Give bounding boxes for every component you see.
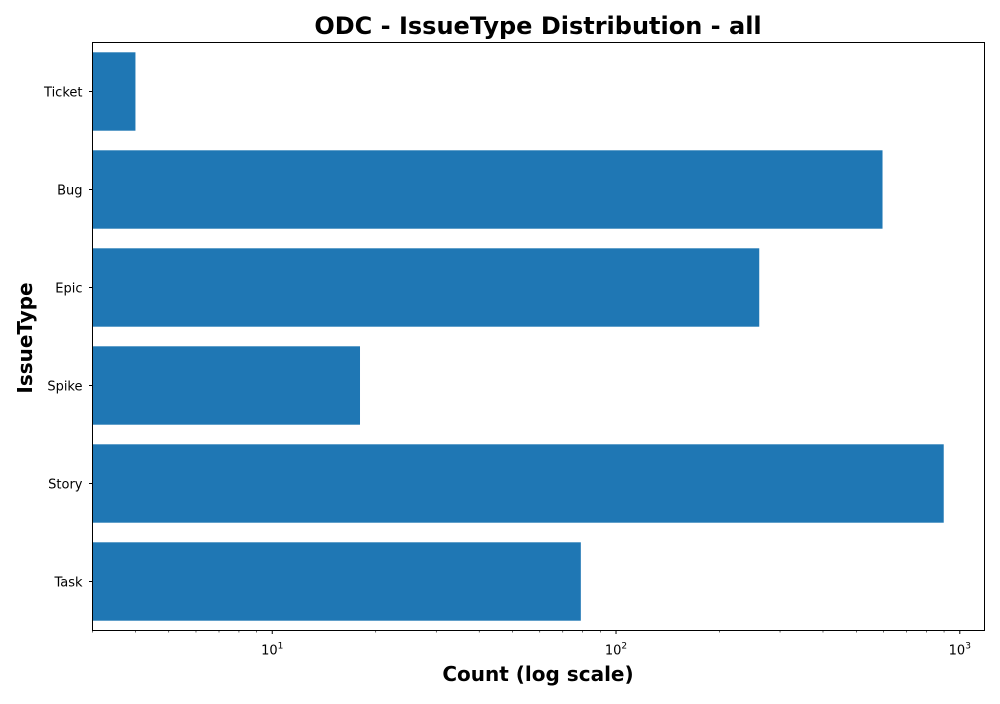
y-axis-label: IssueType	[13, 282, 37, 393]
bar-ticket	[92, 52, 136, 131]
y-axis-ticks: Task Story Spike Epic Bug Ticket	[43, 86, 93, 591]
bar-epic	[92, 248, 760, 327]
x-tick-label-100: 102	[605, 642, 627, 659]
x-axis-label: Count (log scale)	[442, 662, 633, 686]
y-tick-label-ticket: Ticket	[43, 86, 82, 101]
bar-bug	[92, 150, 883, 229]
y-tick-label-spike: Spike	[47, 380, 82, 395]
y-tick-label-bug: Bug	[57, 184, 82, 199]
x-tick-label-10: 101	[261, 642, 283, 659]
bar-story	[92, 444, 944, 523]
y-tick-label-epic: Epic	[55, 282, 82, 297]
bars-layer	[92, 52, 944, 621]
chart-title: ODC - IssueType Distribution - all	[314, 12, 761, 40]
y-tick-label-story: Story	[48, 478, 83, 493]
y-tick-label-task: Task	[53, 576, 83, 591]
plot-frame	[92, 42, 985, 631]
bar-task	[92, 542, 581, 621]
x-tick-label-1000: 103	[949, 642, 971, 659]
x-axis-ticks: 101 102 103	[92, 630, 971, 659]
bar-spike	[92, 346, 361, 425]
